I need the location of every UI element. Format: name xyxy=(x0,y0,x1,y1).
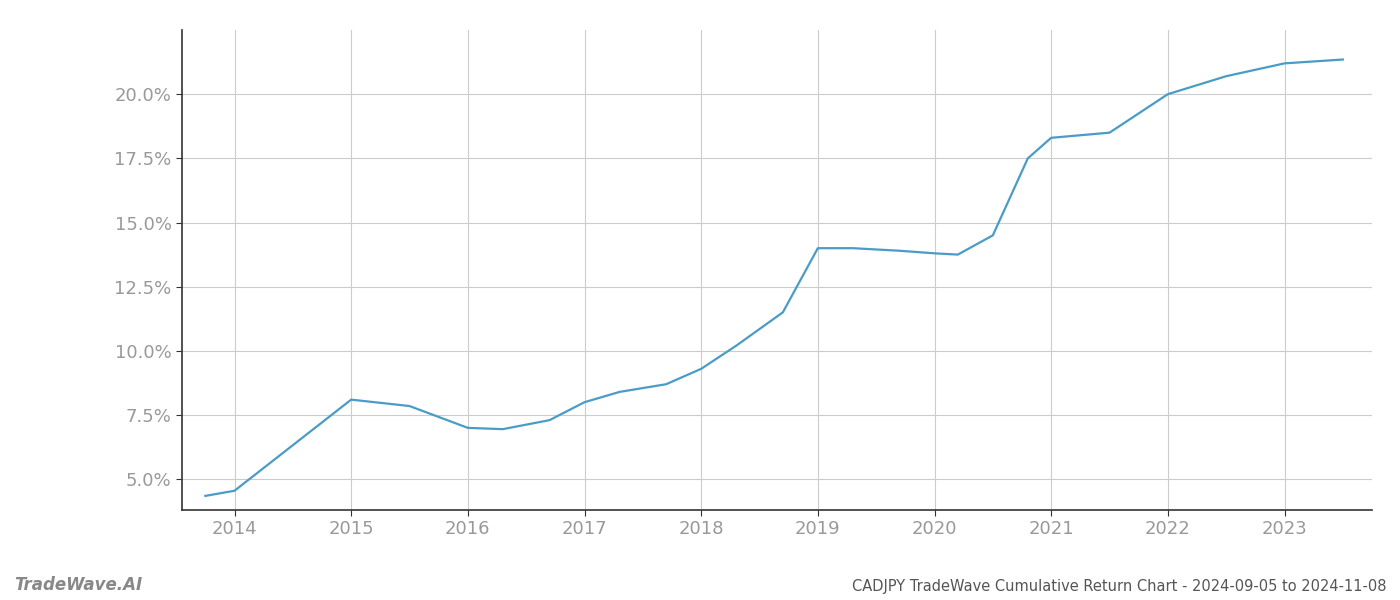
Text: CADJPY TradeWave Cumulative Return Chart - 2024-09-05 to 2024-11-08: CADJPY TradeWave Cumulative Return Chart… xyxy=(851,579,1386,594)
Text: TradeWave.AI: TradeWave.AI xyxy=(14,576,143,594)
